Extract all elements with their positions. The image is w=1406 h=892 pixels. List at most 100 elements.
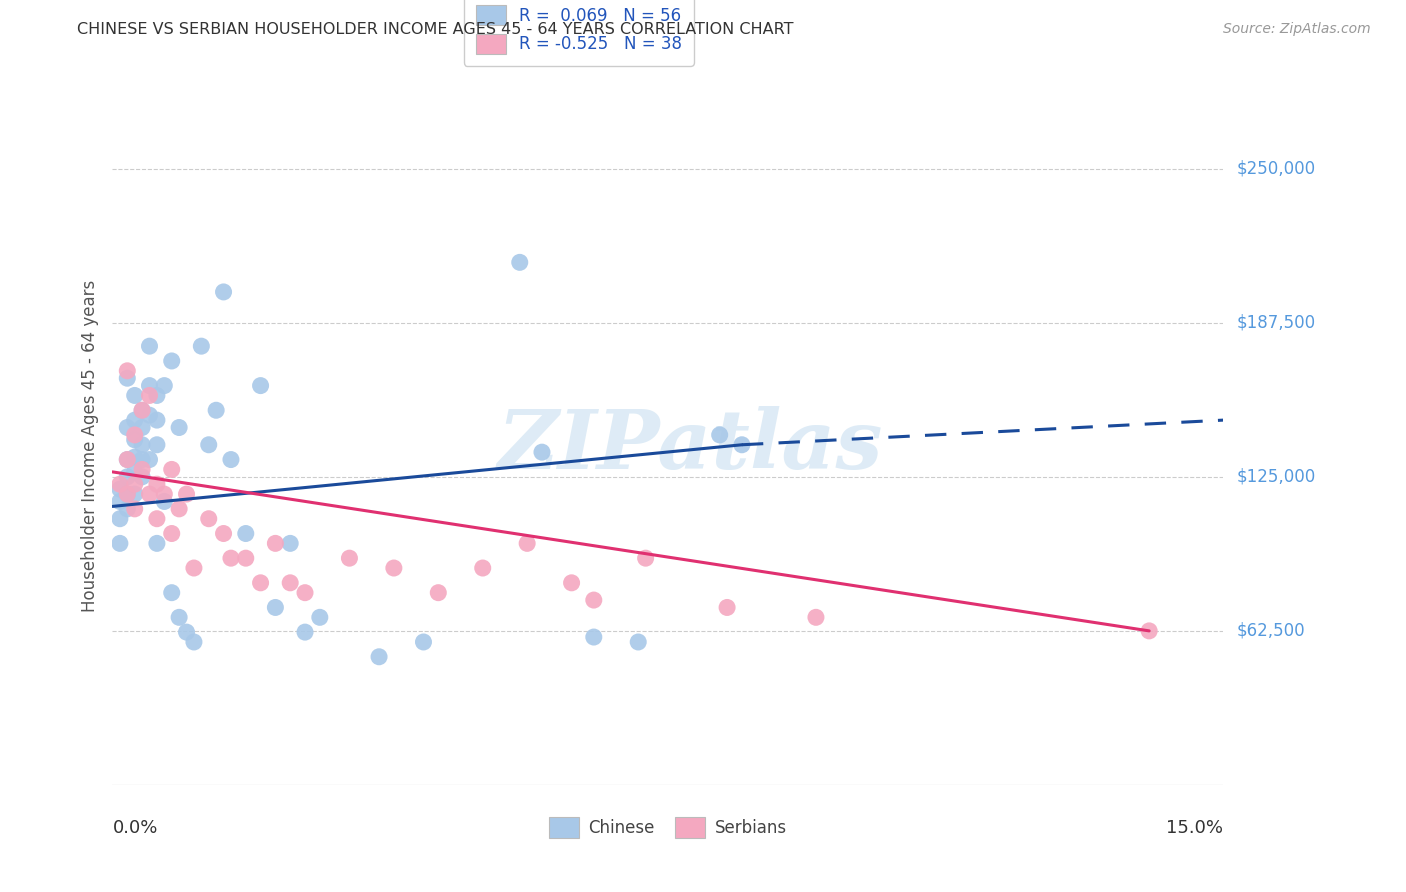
Text: Source: ZipAtlas.com: Source: ZipAtlas.com [1223,22,1371,37]
Point [146,512,169,526]
Point [249,575,271,590]
Point [530,445,553,459]
Point [160,462,183,476]
Point [138,487,160,501]
Point [176,487,198,501]
Text: ZIPatlas: ZIPatlas [498,406,883,486]
Point [249,378,271,392]
Point [146,413,169,427]
Point [516,536,538,550]
Point [167,420,190,434]
Point [160,354,183,368]
Point [146,438,169,452]
Point [117,501,139,516]
Point [124,433,146,447]
Point [131,462,153,476]
Point [235,551,257,566]
Point [176,625,198,640]
Point [412,635,434,649]
Point [190,339,212,353]
Point [131,470,153,484]
Text: 15.0%: 15.0% [1166,819,1223,837]
Point [131,438,153,452]
Point [138,452,160,467]
Point [131,403,153,417]
Point [582,630,605,644]
Point [183,635,205,649]
Point [731,438,754,452]
Point [1137,624,1160,638]
Point [627,635,650,649]
Point [427,585,450,599]
Point [167,610,190,624]
Point [212,526,235,541]
Point [117,364,139,378]
Point [124,501,146,516]
Text: CHINESE VS SERBIAN HOUSEHOLDER INCOME AGES 45 - 64 YEARS CORRELATION CHART: CHINESE VS SERBIAN HOUSEHOLDER INCOME AG… [77,22,794,37]
Point [146,388,169,402]
Point [709,428,731,442]
Text: $187,500: $187,500 [1237,314,1316,332]
Point [264,600,287,615]
Point [117,487,139,501]
Point [382,561,405,575]
Point [124,487,146,501]
Point [117,452,139,467]
Point [339,551,361,566]
Point [117,452,139,467]
Point [131,403,153,417]
Text: $125,000: $125,000 [1237,467,1316,486]
Point [138,378,160,392]
Point [108,536,131,550]
Point [205,403,228,417]
Point [167,501,190,516]
Point [138,408,160,422]
Point [197,512,219,526]
Text: $62,500: $62,500 [1237,622,1306,640]
Point [160,585,183,599]
Point [138,388,160,402]
Point [368,649,391,664]
Point [716,600,738,615]
Point [117,487,139,501]
Point [197,438,219,452]
Point [124,388,146,402]
Point [108,494,131,508]
Point [278,536,301,550]
Point [146,536,169,550]
Point [634,551,657,566]
Point [183,561,205,575]
Point [153,494,176,508]
Point [509,255,531,269]
Point [124,450,146,464]
Point [582,593,605,607]
Point [471,561,494,575]
Point [146,477,169,491]
Point [124,413,146,427]
Point [219,551,242,566]
Point [117,420,139,434]
Point [308,610,330,624]
Point [124,477,146,491]
Point [219,452,242,467]
Text: 0.0%: 0.0% [112,819,157,837]
Point [153,487,176,501]
Point [561,575,583,590]
Point [278,575,301,590]
Point [160,526,183,541]
Y-axis label: Householder Income Ages 45 - 64 years: Householder Income Ages 45 - 64 years [80,280,98,612]
Point [124,465,146,479]
Legend: Chinese, Serbians: Chinese, Serbians [541,811,794,845]
Point [235,526,257,541]
Point [294,625,316,640]
Point [108,512,131,526]
Point [108,477,131,491]
Point [212,285,235,299]
Point [138,339,160,353]
Point [117,470,139,484]
Point [264,536,287,550]
Point [131,452,153,467]
Point [294,585,316,599]
Point [108,482,131,496]
Point [153,378,176,392]
